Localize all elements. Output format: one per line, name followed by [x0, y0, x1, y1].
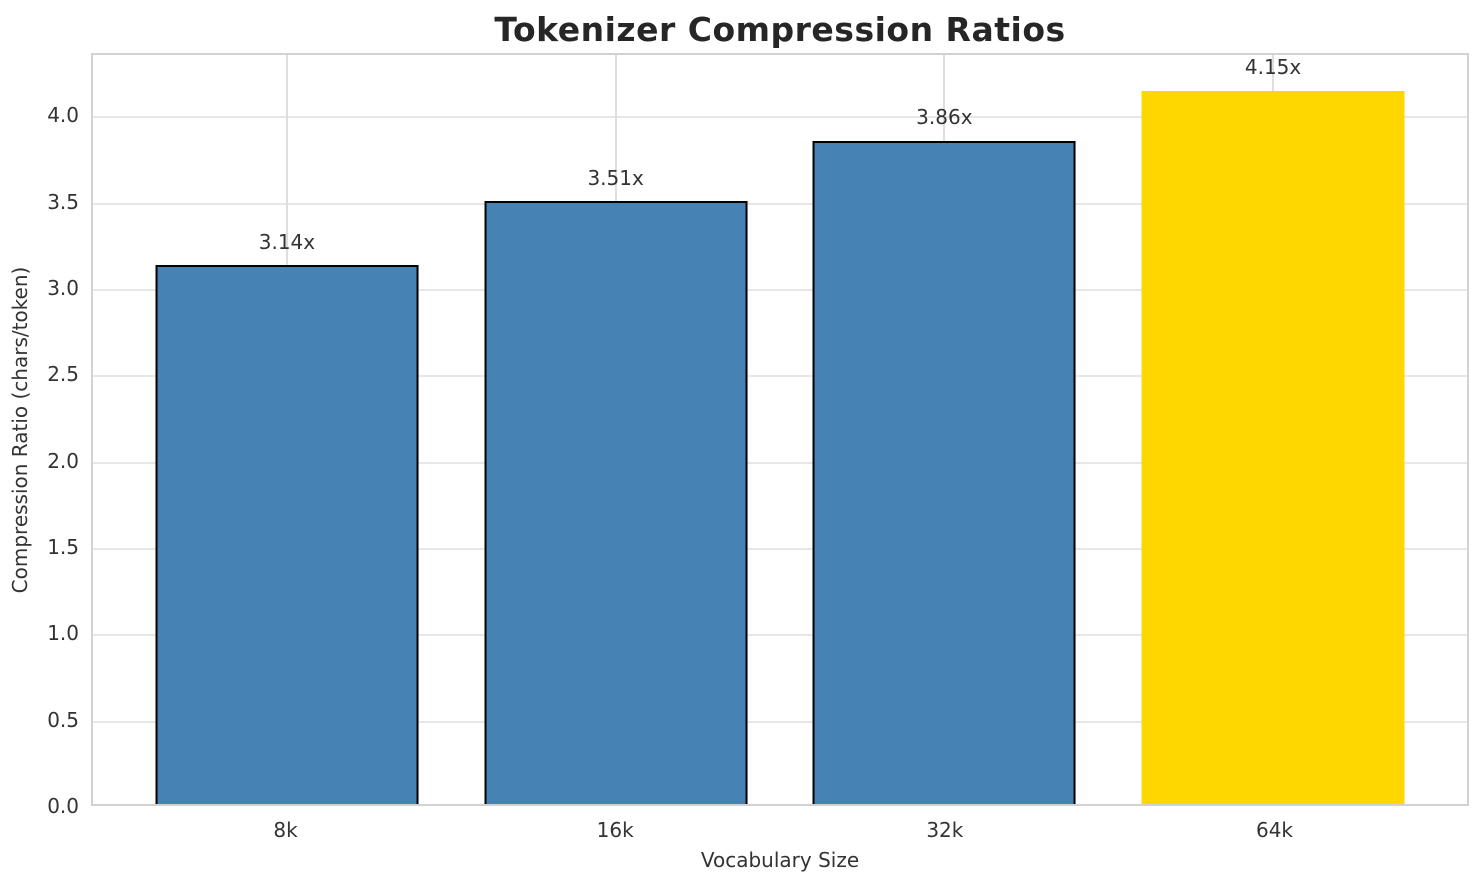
h-gridline	[93, 288, 1467, 291]
x-tick-label: 32k	[926, 818, 964, 842]
bar-value-label: 4.15x	[1244, 55, 1302, 80]
bar-16k	[484, 201, 748, 804]
y-tick-label: 1.0	[47, 621, 79, 646]
y-tick-label: 2.5	[47, 362, 79, 387]
x-tick-label: 64k	[1255, 818, 1293, 842]
h-gridline	[93, 720, 1467, 723]
bar-32k	[812, 140, 1076, 804]
h-gridline	[93, 202, 1467, 205]
h-gridline	[93, 461, 1467, 464]
x-axis-label: Vocabulary Size	[700, 848, 860, 872]
x-tick-label: 16k	[596, 818, 634, 842]
y-tick-label: 0.0	[47, 794, 79, 818]
bar-value-label: 3.86x	[916, 105, 973, 130]
y-tick-label: 0.5	[47, 707, 79, 732]
bar-8k	[155, 264, 419, 804]
y-tick-label: 3.0	[47, 275, 79, 300]
h-gridline	[93, 547, 1467, 550]
h-gridline	[93, 634, 1467, 637]
bar-64k	[1141, 91, 1405, 804]
y-tick-label: 1.5	[47, 534, 79, 559]
y-tick-label: 3.5	[47, 189, 79, 214]
x-tick-label: 8k	[273, 818, 298, 842]
bar-value-label: 3.14x	[258, 229, 316, 254]
bar-value-label: 3.51x	[587, 165, 644, 190]
x-tick-labels: 8k 16k 32k 64k	[91, 818, 1469, 846]
h-gridline	[93, 375, 1467, 378]
plot-area: 3.14x 3.51x 3.86x 4.15x	[91, 53, 1469, 806]
y-tick-label: 2.0	[47, 448, 79, 473]
y-tick-label: 4.0	[47, 103, 79, 128]
h-gridline	[93, 116, 1467, 119]
y-tick-labels: 0.5 1.0 1.5 2.0 2.5 3.0 3.5 4.0 0.0	[0, 53, 79, 818]
chart-title: Tokenizer Compression Ratios	[494, 10, 1066, 49]
